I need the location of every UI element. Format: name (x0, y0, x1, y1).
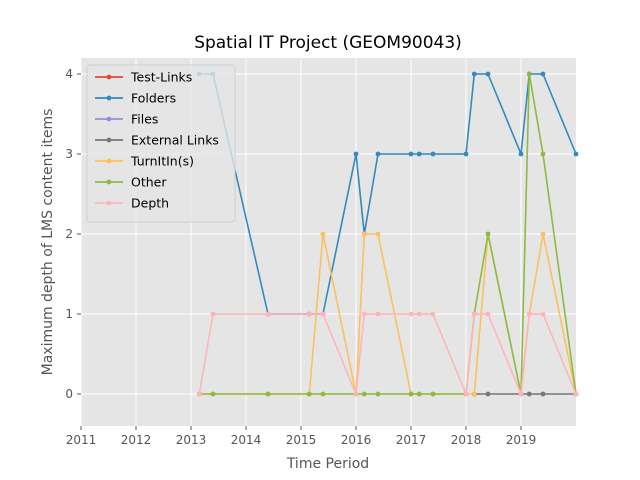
data-point (375, 151, 381, 157)
legend-entry-label: External Links (131, 133, 219, 148)
data-point (361, 311, 367, 317)
x-tick-label: 2017 (396, 433, 427, 447)
x-tick-label: 2019 (506, 433, 537, 447)
data-point (526, 391, 532, 397)
y-tick-label: 3 (65, 147, 73, 161)
data-point (210, 391, 216, 397)
x-tick-label: 2016 (341, 433, 372, 447)
x-tick-label: 2018 (451, 433, 482, 447)
legend-swatch-marker (106, 137, 112, 143)
data-point (408, 151, 414, 157)
data-point (361, 231, 367, 237)
data-point (463, 151, 469, 157)
x-tick-label: 2012 (121, 433, 152, 447)
series-line (198, 313, 577, 395)
data-point (485, 71, 491, 77)
data-point (320, 391, 326, 397)
data-point (540, 151, 546, 157)
legend-swatch-marker (106, 95, 112, 101)
data-point (375, 391, 381, 397)
data-point (375, 311, 381, 317)
data-point (518, 391, 524, 397)
chart-title: Spatial IT Project (GEOM90043) (194, 33, 462, 53)
legend-entry-label: Files (131, 112, 158, 127)
data-point (526, 311, 532, 317)
data-point (540, 71, 546, 77)
data-point (353, 391, 359, 397)
data-point (210, 311, 216, 317)
data-point (353, 151, 359, 157)
data-point (485, 391, 491, 397)
legend-swatch-marker (106, 200, 112, 206)
data-point (540, 231, 546, 237)
data-point (320, 231, 326, 237)
data-point (361, 391, 367, 397)
data-point (430, 311, 436, 317)
data-point (375, 231, 381, 237)
data-point (485, 311, 491, 317)
x-tick-label: 2014 (231, 433, 262, 447)
data-point (196, 391, 202, 397)
data-point (306, 311, 312, 317)
data-point (540, 391, 546, 397)
data-point (416, 391, 422, 397)
legend-swatch-marker (106, 158, 112, 164)
data-point (573, 391, 579, 397)
data-point (463, 391, 469, 397)
data-point (471, 311, 477, 317)
data-point (408, 311, 414, 317)
legend-swatch-marker (106, 116, 112, 122)
x-axis-ticks: 2011 2012 2013 2014 2015 2016 2017 2018 2019 (66, 426, 537, 447)
data-point (526, 71, 532, 77)
legend-entry-label: Depth (131, 196, 169, 211)
legend-entry-label: Test-Links (130, 70, 192, 85)
legend-box (86, 64, 236, 223)
legend-swatch-marker (106, 74, 112, 80)
legend-entry-label: Folders (131, 91, 176, 106)
legend: Test-Links Folders Files External Links Turn… (86, 64, 236, 223)
data-point (485, 231, 491, 237)
data-point (306, 391, 312, 397)
series-line (199, 73, 577, 395)
data-point (416, 151, 422, 157)
data-point (265, 311, 271, 317)
x-tick-label: 2013 (176, 433, 207, 447)
y-tick-label: 1 (65, 307, 73, 321)
data-point (471, 391, 477, 397)
series-group (196, 71, 579, 397)
series-depth (196, 311, 579, 397)
legend-swatch-marker (106, 179, 112, 185)
data-point (320, 311, 326, 317)
legend-entry-label: Other (131, 175, 167, 190)
y-axis-ticks: 0 1 2 3 4 (65, 67, 81, 401)
data-point (265, 391, 271, 397)
data-point (408, 391, 414, 397)
y-axis-label: Maximum depth of LMS content items (40, 109, 56, 376)
data-point (430, 391, 436, 397)
x-tick-label: 2015 (286, 433, 317, 447)
y-tick-label: 4 (65, 67, 73, 81)
data-point (430, 151, 436, 157)
data-point (540, 311, 546, 317)
y-tick-label: 0 (65, 387, 73, 401)
x-tick-label: 2011 (66, 433, 97, 447)
data-point (416, 311, 422, 317)
legend-entry-label: TurnItIn(s) (130, 154, 194, 169)
y-tick-label: 2 (65, 227, 73, 241)
x-axis-label: Time Period (286, 456, 369, 472)
data-point (573, 151, 579, 157)
data-point (518, 151, 524, 157)
data-point (471, 71, 477, 77)
